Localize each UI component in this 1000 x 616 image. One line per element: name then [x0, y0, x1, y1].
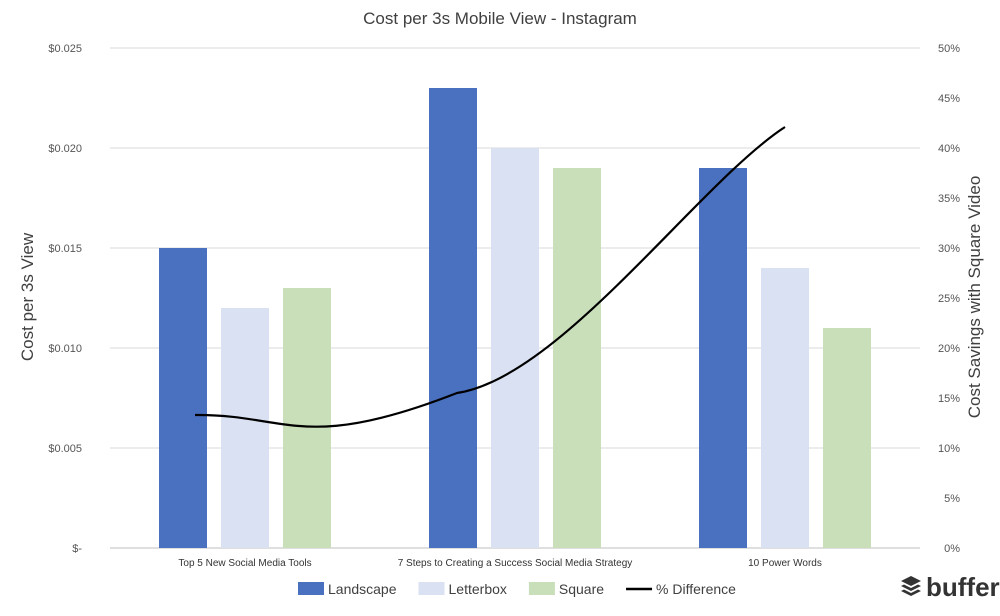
legend: Landscape Letterbox Square % Difference — [298, 581, 736, 597]
y-tick-label: $0.025 — [48, 43, 82, 55]
bar-letterbox — [221, 308, 269, 548]
buffer-stack-icon — [901, 576, 921, 596]
bar-letterbox — [761, 268, 809, 548]
legend-item-square: Square — [528, 581, 604, 597]
y2-tick-label: 10% — [938, 443, 960, 455]
legend-item-letterbox: Letterbox — [418, 581, 507, 597]
y-tick-label: $0.020 — [48, 143, 82, 155]
legend-label: Letterbox — [449, 581, 507, 597]
bar-square — [283, 288, 331, 548]
legend-label: Landscape — [328, 581, 397, 597]
y-tick-label: $0.005 — [48, 443, 82, 455]
legend-label: % Difference — [656, 581, 736, 597]
y2-tick-label: 40% — [938, 143, 960, 155]
y2-tick-label: 20% — [938, 343, 960, 355]
y-tick-label: $0.015 — [48, 243, 82, 255]
line-layer — [194, 126, 786, 428]
y2-tick-label: 25% — [938, 293, 960, 305]
y2-tick-label: 0% — [944, 543, 960, 555]
y2-axis-title: Cost Savings with Square Video — [965, 176, 984, 419]
brand-name: buffer — [926, 572, 1000, 602]
legend-item-landscape: Landscape — [298, 581, 397, 597]
bars-layer — [159, 88, 871, 548]
line-difference — [194, 126, 786, 428]
chart-title: Cost per 3s Mobile View - Instagram — [363, 9, 637, 28]
legend-label: Square — [559, 581, 604, 597]
bar-landscape — [699, 168, 747, 548]
legend-swatch — [298, 582, 324, 595]
y-tick-label: $- — [72, 543, 82, 555]
x-tick-label: Top 5 New Social Media Tools — [178, 558, 311, 569]
bar-square — [823, 328, 871, 548]
brand-logo: buffer — [901, 572, 1000, 602]
x-tick-label: 7 Steps to Creating a Success Social Med… — [398, 558, 633, 569]
x-tick-label: 10 Power Words — [748, 558, 822, 569]
y2-tick-label: 50% — [938, 43, 960, 55]
y2-tick-label: 30% — [938, 243, 960, 255]
bar-square — [553, 168, 601, 548]
y2-tick-label: 15% — [938, 393, 960, 405]
axes-layer: $- $0.005 $0.010 $0.015 $0.020 $0.025 0% 5% 10% 1… — [48, 43, 960, 569]
bar-landscape — [429, 88, 477, 548]
y-tick-label: $0.010 — [48, 343, 82, 355]
legend-swatch — [418, 582, 445, 595]
y2-tick-label: 45% — [938, 93, 960, 105]
legend-swatch — [528, 582, 555, 595]
y2-tick-label: 35% — [938, 193, 960, 205]
bar-letterbox — [491, 148, 539, 548]
bar-landscape — [159, 248, 207, 548]
y-axis-title: Cost per 3s View — [18, 232, 37, 361]
y2-tick-label: 5% — [944, 493, 960, 505]
legend-item-difference: % Difference — [626, 581, 736, 597]
